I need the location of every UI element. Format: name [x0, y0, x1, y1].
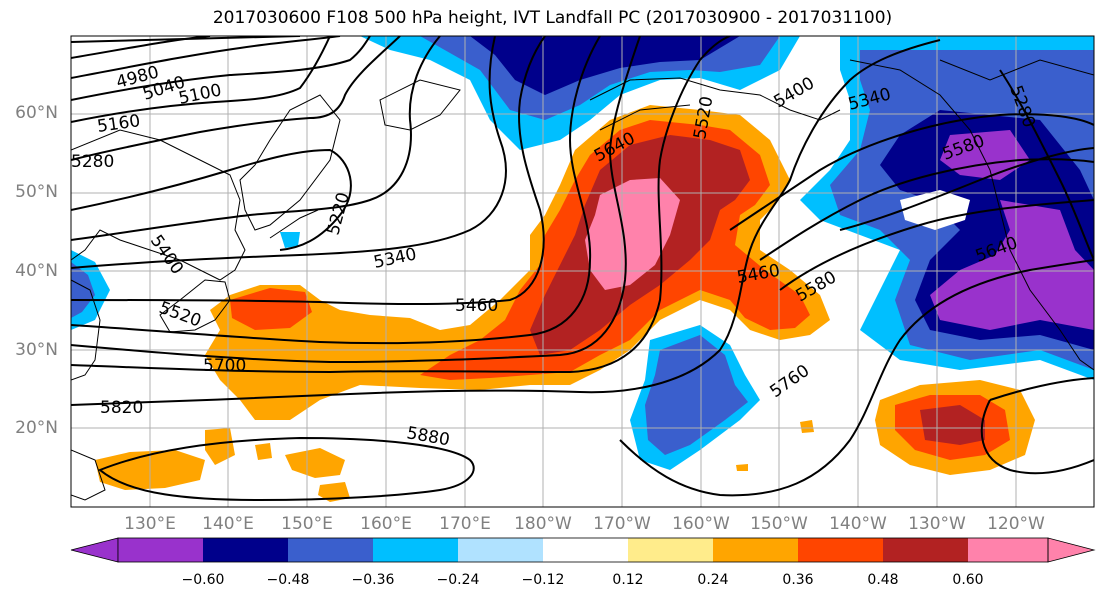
map-gridlines	[71, 36, 1094, 507]
map-title: 2017030600 F108 500 hPa height, IVT Land…	[212, 8, 893, 28]
colorbar-segment	[628, 538, 713, 562]
colorbar-segment	[458, 538, 543, 562]
colorbar-tick-label: −0.60	[181, 572, 225, 588]
lon-label: 160°E	[360, 514, 412, 534]
colorbar-segment	[203, 538, 288, 562]
colorbar-segment	[713, 538, 798, 562]
lat-label-60n: 60°N	[15, 103, 58, 123]
lon-label: 140°W	[829, 514, 887, 534]
lat-label-50n: 50°N	[15, 182, 58, 202]
contour-label: 5700	[203, 356, 246, 376]
lon-label: 130°E	[124, 514, 176, 534]
map-frame	[70, 35, 1095, 508]
lon-label: 170°E	[439, 514, 491, 534]
lon-label: 140°E	[202, 514, 254, 534]
ivt-negative-shading	[71, 36, 1094, 470]
lon-label: 150°E	[281, 514, 333, 534]
colorbar-tick-label: −0.12	[521, 572, 565, 588]
colorbar-tick-label: 0.12	[612, 572, 644, 588]
colorbar-outline	[117, 537, 1049, 563]
contour-label: 5820	[100, 398, 143, 418]
lon-label: 180°W	[514, 514, 572, 534]
colorbar-tick-label: −0.24	[436, 572, 480, 588]
colorbar-tick-label: 0.60	[952, 572, 984, 588]
colorbar-segment	[288, 538, 373, 562]
map-plot-area: 4980 5040 5100 5160 5220 5280 5340 5400 …	[71, 36, 1094, 507]
lon-label: 160°W	[672, 514, 730, 534]
lat-label-20n: 20°N	[15, 418, 58, 438]
lon-label: 150°W	[750, 514, 808, 534]
contour-label: 5460	[455, 296, 498, 316]
lat-label-30n: 30°N	[15, 340, 58, 360]
colorbar-segment	[543, 538, 628, 562]
colorbar-segment	[883, 538, 968, 562]
coastlines	[71, 59, 1094, 501]
colorbar-segment	[968, 538, 1048, 562]
colorbar-tick-label: −0.36	[351, 572, 395, 588]
colorbar-tick-label: −0.48	[266, 572, 310, 588]
colorbar-tick-label: 0.36	[782, 572, 814, 588]
colorbar-extend-left	[70, 537, 119, 563]
contour-label: 5280	[71, 152, 114, 172]
lat-label-40n: 40°N	[15, 261, 58, 281]
colorbar-tick-label: 0.48	[867, 572, 899, 588]
colorbar-segment	[118, 538, 203, 562]
colorbar-tick-label: 0.24	[697, 572, 729, 588]
lon-label: 120°W	[987, 514, 1045, 534]
lon-label: 170°W	[593, 514, 651, 534]
colorbar	[70, 537, 1096, 563]
colorbar-segment	[798, 538, 883, 562]
ivt-positive-shading	[95, 105, 1035, 502]
height-contours	[71, 36, 1094, 502]
colorbar-segment	[373, 538, 458, 562]
lon-label: 130°W	[908, 514, 966, 534]
colorbar-extend-right	[1047, 537, 1096, 563]
